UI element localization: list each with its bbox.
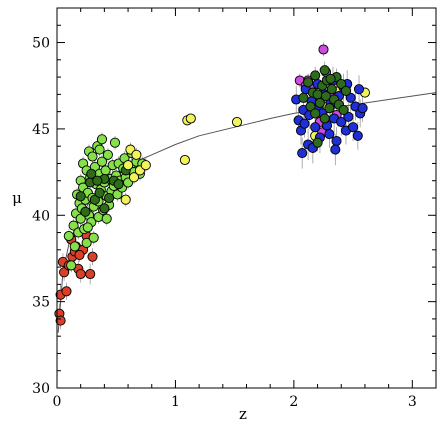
data-point-darkgreen: [80, 206, 91, 217]
data-point-red: [74, 249, 85, 261]
data-point-red: [61, 286, 72, 297]
data-point-red: [85, 268, 96, 280]
data-point-yellow: [179, 154, 190, 166]
data-point-blue: [330, 144, 341, 155]
data-point-blue: [345, 92, 356, 103]
data-point-blue: [310, 122, 321, 133]
data-point-green: [88, 232, 99, 243]
data-point-red: [55, 315, 66, 326]
data-point-blue: [343, 111, 354, 122]
data-point-yellow: [120, 194, 131, 205]
data-point-blue: [299, 118, 310, 129]
data-point-darkgreen: [312, 137, 323, 148]
data-point-darkgreen: [104, 192, 115, 204]
data-point-red: [87, 251, 98, 262]
data-point-blue: [352, 130, 363, 141]
data-point-green: [68, 220, 79, 231]
data-point-darkgreen: [340, 85, 352, 96]
data-point-yellow: [123, 160, 134, 171]
data-point-darkgreen: [310, 70, 321, 81]
data-point-blue: [336, 116, 347, 128]
data-point-green: [69, 241, 80, 252]
data-point-green: [94, 144, 105, 155]
data-point-green: [66, 260, 77, 271]
ticks-layer: 0 1 2 3 30 35 40 45 50: [32, 7, 437, 410]
data-point-darkgreen: [326, 84, 337, 95]
data-point-green: [112, 189, 123, 200]
data-point-yellow: [231, 116, 243, 128]
data-point-green: [82, 222, 93, 233]
data-point-red: [59, 267, 70, 278]
data-point-green: [109, 137, 121, 148]
data-point-darkgreen: [94, 187, 105, 198]
x-tick-label: 0: [53, 394, 62, 410]
data-point-red: [75, 268, 86, 280]
y-axis-label: μ: [12, 189, 22, 207]
data-point-yellow: [140, 160, 151, 171]
data-point-darkgreen: [303, 77, 314, 88]
x-axis-label: z: [239, 405, 247, 423]
data-point-blue: [348, 122, 359, 133]
data-point-darkgreen: [92, 175, 103, 186]
data-point-darkgreen: [89, 194, 100, 205]
data-point-darkgreen: [298, 92, 309, 103]
data-point-darkgreen: [75, 191, 86, 202]
model-curve-layer: [57, 92, 437, 333]
x-tick-label: 1: [171, 394, 180, 410]
y-tick-label: 40: [32, 208, 50, 224]
data-point-darkgreen: [338, 104, 349, 115]
data-point-darkgreen: [305, 101, 316, 112]
data-point-darkgreen: [324, 103, 335, 114]
x-tick-label: 3: [408, 394, 417, 410]
y-tick-label: 30: [32, 381, 50, 397]
data-point-darkgreen: [310, 108, 321, 119]
data-point-yellow: [128, 172, 140, 183]
data-point-darkgreen: [314, 97, 325, 109]
data-points-layer: [54, 44, 370, 326]
data-point-darkgreen: [319, 113, 330, 124]
data-point-darkgreen: [99, 203, 110, 214]
data-point-blue: [324, 129, 335, 140]
model-curve: [57, 92, 437, 333]
data-point-yellow: [131, 149, 142, 160]
data-point-green: [101, 213, 112, 224]
data-point-blue: [297, 148, 308, 159]
data-point-green: [102, 149, 113, 160]
data-point-green: [63, 230, 74, 242]
data-point-magenta: [318, 44, 329, 55]
data-point-darkgreen: [336, 78, 347, 90]
data-point-green: [96, 156, 108, 167]
data-point-darkgreen: [325, 73, 336, 84]
data-point-green: [87, 151, 98, 162]
data-point-darkgreen: [113, 179, 124, 190]
data-point-darkgreen: [319, 65, 330, 76]
data-point-darkgreen: [86, 168, 97, 179]
x-tick-label: 2: [289, 394, 298, 410]
y-tick-label: 45: [32, 122, 50, 138]
data-point-green: [96, 134, 108, 145]
data-point-blue: [331, 135, 342, 147]
data-point-yellow: [185, 113, 196, 124]
data-point-blue: [357, 103, 368, 114]
y-tick-label: 50: [32, 36, 50, 52]
data-point-green: [81, 237, 92, 248]
data-point-blue: [353, 84, 365, 95]
y-tick-label: 35: [32, 295, 50, 311]
data-point-darkgreen: [312, 89, 323, 100]
